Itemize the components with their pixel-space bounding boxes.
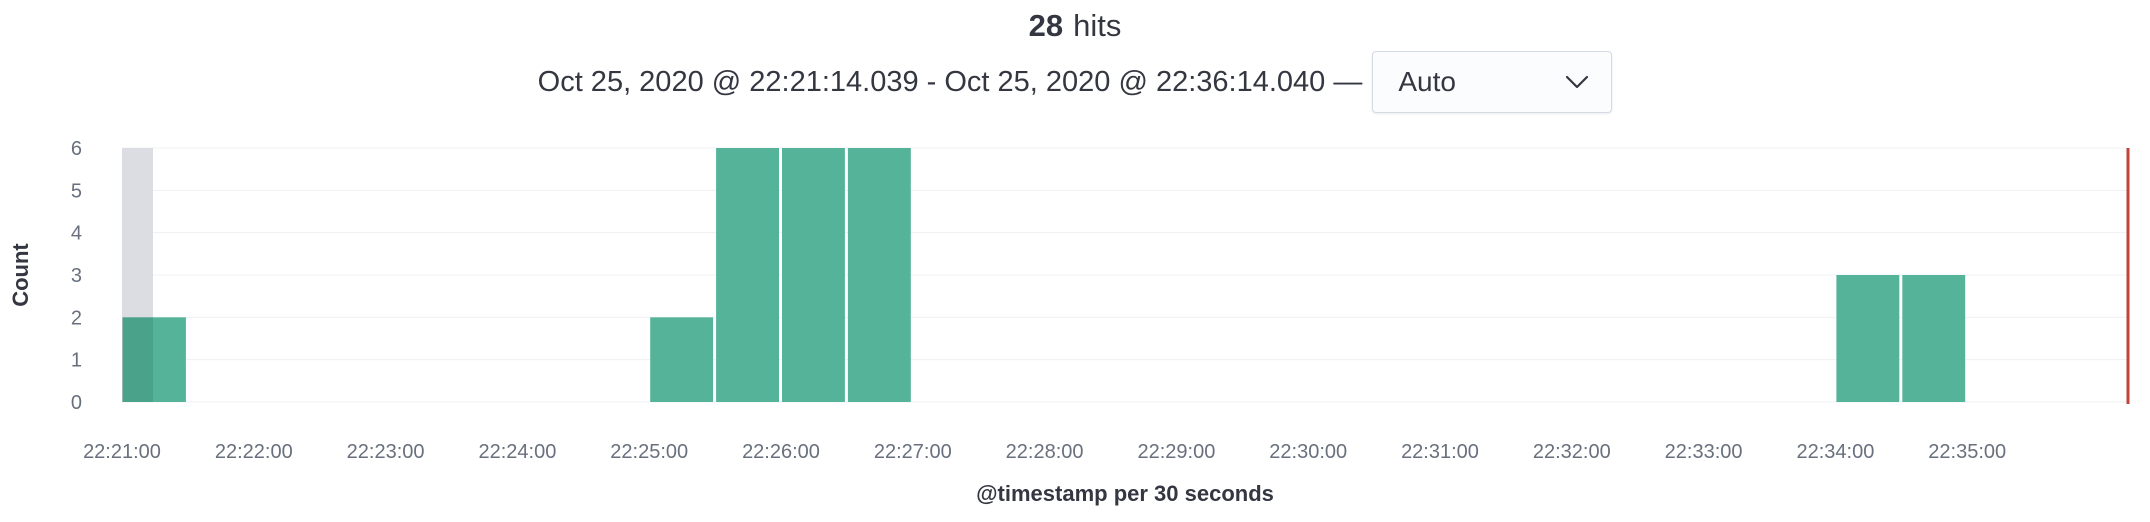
chevron-down-icon xyxy=(1566,75,1589,89)
x-tick-label: 22:34:00 xyxy=(1796,441,1874,463)
y-axis: 0 1 2 3 4 5 6 xyxy=(71,138,82,414)
histogram-chart[interactable]: 0 1 2 3 4 5 6 22:21:00 22:22:00 22:23:00 22:24:00… xyxy=(0,125,2150,520)
bar-series[interactable] xyxy=(122,148,1966,402)
histogram-bar[interactable] xyxy=(650,317,714,402)
histogram-bar[interactable] xyxy=(716,148,779,402)
x-tick-label: 22:35:00 xyxy=(1928,441,2006,463)
time-range-text: Oct 25, 2020 @ 22:21:14.039 - Oct 25, 20… xyxy=(537,65,1363,98)
hits-count: 28 xyxy=(1028,8,1064,43)
x-tick-label: 22:23:00 xyxy=(347,441,425,463)
hits-summary: 28 hits xyxy=(0,6,2150,46)
y-tick-label: 5 xyxy=(71,180,82,202)
x-axis: 22:21:00 22:22:00 22:23:00 22:24:00 22:25:00… xyxy=(83,441,2006,463)
histogram-bar[interactable] xyxy=(847,148,911,402)
histogram-bar[interactable] xyxy=(1902,275,1966,402)
y-tick-label: 3 xyxy=(71,265,82,287)
x-tick-label: 22:25:00 xyxy=(610,441,688,463)
y-axis-title: Count xyxy=(8,243,33,307)
x-tick-label: 22:21:00 xyxy=(83,441,161,463)
y-tick-label: 0 xyxy=(71,392,82,414)
time-range-row: Oct 25, 2020 @ 22:21:14.039 - Oct 25, 20… xyxy=(0,50,2150,114)
interval-select[interactable]: Auto xyxy=(1372,51,1613,113)
hits-label: hits xyxy=(1073,8,1122,43)
x-axis-title: @timestamp per 30 seconds xyxy=(976,481,1274,506)
y-tick-label: 6 xyxy=(71,138,82,160)
histogram-bar[interactable] xyxy=(1836,275,1900,402)
histogram-bar[interactable] xyxy=(123,317,186,402)
x-tick-label: 22:28:00 xyxy=(1006,441,1084,463)
x-tick-label: 22:31:00 xyxy=(1401,441,1479,463)
x-tick-label: 22:22:00 xyxy=(215,441,293,463)
interval-selected-value: Auto xyxy=(1398,66,1456,97)
y-tick-label: 2 xyxy=(71,307,82,329)
x-tick-label: 22:29:00 xyxy=(1137,441,1215,463)
x-tick-label: 22:26:00 xyxy=(742,441,820,463)
x-tick-label: 22:24:00 xyxy=(478,441,556,463)
selection-overlay xyxy=(122,317,153,402)
chart-grid xyxy=(122,147,2128,403)
y-tick-label: 1 xyxy=(71,350,82,372)
x-tick-label: 22:33:00 xyxy=(1665,441,1743,463)
y-tick-label: 4 xyxy=(71,223,82,245)
histogram-bar[interactable] xyxy=(782,148,845,402)
x-tick-label: 22:32:00 xyxy=(1533,441,1611,463)
x-tick-label: 22:27:00 xyxy=(874,441,952,463)
x-tick-label: 22:30:00 xyxy=(1269,441,1347,463)
